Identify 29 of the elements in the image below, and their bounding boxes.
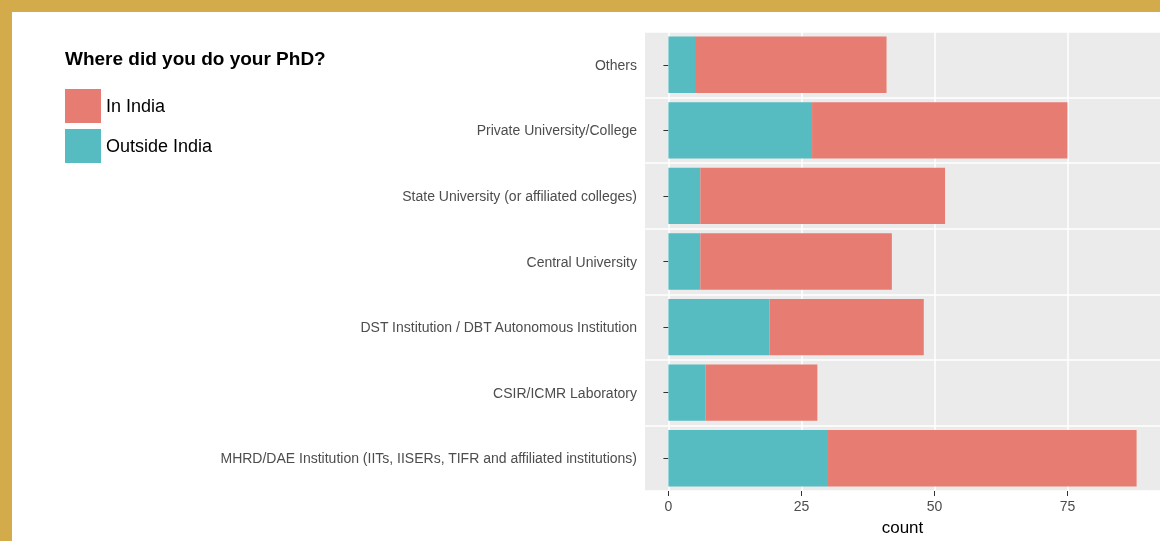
- bar: [700, 233, 892, 290]
- x-tick-label: 75: [1059, 498, 1076, 514]
- bar: [668, 233, 701, 290]
- bar: [668, 298, 770, 356]
- legend-label: Outside India: [106, 136, 214, 156]
- x-tick-label: 50: [926, 498, 943, 514]
- bar: [668, 36, 696, 93]
- y-tick-label: Others: [594, 56, 637, 73]
- y-tick-label: Private University/College: [476, 122, 638, 139]
- y-tick-label: CSIR/ICMR Laboratory: [493, 384, 637, 401]
- x-tick-label: 25: [793, 498, 810, 514]
- bar: [695, 36, 887, 93]
- bar: [668, 102, 813, 159]
- legend-title: Where did you do your PhD?: [65, 48, 326, 69]
- bar: [668, 430, 829, 487]
- bar: [812, 102, 1068, 159]
- bar: [769, 298, 924, 356]
- x-axis-title: count: [881, 518, 924, 537]
- y-tick-label: DST Institution / DBT Autonomous Institution: [360, 319, 637, 336]
- x-tick-label: 0: [664, 498, 673, 514]
- bar: [828, 430, 1137, 487]
- bar: [700, 167, 946, 225]
- bar: [668, 364, 706, 421]
- legend-label: In India: [106, 96, 167, 116]
- y-tick-label: Central University: [526, 253, 637, 270]
- y-tick-label: MHRD/DAE Institution (IITs, IISERs, TIFR and affiliated institutions): [220, 450, 637, 467]
- y-tick-label: State University (or affiliated colleges): [402, 187, 637, 204]
- bar: [705, 364, 818, 421]
- bar: [668, 167, 701, 225]
